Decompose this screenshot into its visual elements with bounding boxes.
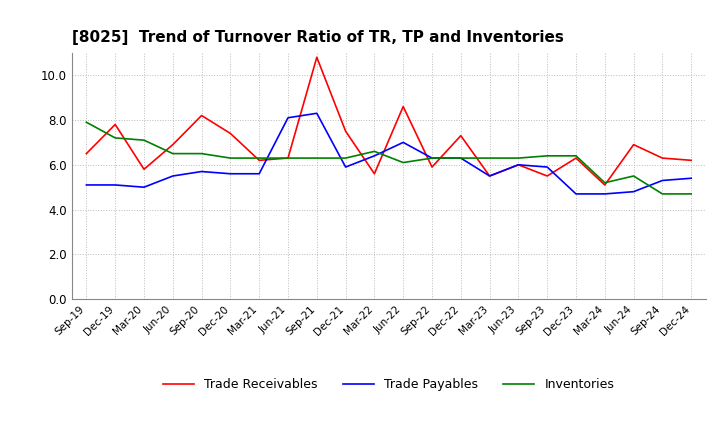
Inventories [543, 153, 552, 158]
Trade Payables [284, 115, 292, 121]
Trade Receivables [572, 155, 580, 161]
Trade Receivables [514, 162, 523, 168]
Trade Payables [629, 189, 638, 194]
Inventories [629, 173, 638, 179]
Inventories [600, 180, 609, 185]
Inventories [428, 155, 436, 161]
Trade Payables [485, 173, 494, 179]
Trade Payables [82, 182, 91, 187]
Trade Receivables [543, 173, 552, 179]
Inventories [168, 151, 177, 156]
Line: Trade Receivables: Trade Receivables [86, 57, 691, 185]
Inventories [456, 155, 465, 161]
Trade Receivables [658, 155, 667, 161]
Inventories [197, 151, 206, 156]
Trade Payables [514, 162, 523, 168]
Inventories [341, 155, 350, 161]
Inventories [140, 138, 148, 143]
Trade Payables [168, 173, 177, 179]
Inventories [312, 155, 321, 161]
Trade Payables [140, 184, 148, 190]
Trade Payables [399, 140, 408, 145]
Trade Payables [255, 171, 264, 176]
Trade Receivables [485, 173, 494, 179]
Trade Receivables [399, 104, 408, 109]
Trade Receivables [629, 142, 638, 147]
Trade Payables [341, 165, 350, 170]
Inventories [514, 155, 523, 161]
Trade Payables [370, 153, 379, 158]
Trade Payables [197, 169, 206, 174]
Trade Receivables [312, 55, 321, 60]
Inventories [255, 155, 264, 161]
Text: [8025]  Trend of Turnover Ratio of TR, TP and Inventories: [8025] Trend of Turnover Ratio of TR, TP… [72, 29, 564, 45]
Inventories [485, 155, 494, 161]
Inventories [82, 120, 91, 125]
Trade Receivables [370, 171, 379, 176]
Trade Receivables [168, 142, 177, 147]
Trade Receivables [428, 165, 436, 170]
Inventories [687, 191, 696, 197]
Trade Receivables [226, 131, 235, 136]
Inventories [226, 155, 235, 161]
Trade Receivables [341, 128, 350, 134]
Trade Receivables [456, 133, 465, 138]
Trade Receivables [111, 122, 120, 127]
Line: Trade Payables: Trade Payables [86, 113, 691, 194]
Line: Inventories: Inventories [86, 122, 691, 194]
Trade Payables [312, 110, 321, 116]
Trade Payables [428, 155, 436, 161]
Trade Payables [456, 155, 465, 161]
Trade Receivables [197, 113, 206, 118]
Trade Payables [543, 165, 552, 170]
Trade Receivables [255, 158, 264, 163]
Inventories [370, 149, 379, 154]
Legend: Trade Receivables, Trade Payables, Inventories: Trade Receivables, Trade Payables, Inven… [158, 374, 619, 396]
Trade Receivables [284, 155, 292, 161]
Trade Receivables [82, 151, 91, 156]
Inventories [284, 155, 292, 161]
Inventories [111, 135, 120, 140]
Trade Payables [226, 171, 235, 176]
Inventories [399, 160, 408, 165]
Trade Payables [111, 182, 120, 187]
Trade Payables [572, 191, 580, 197]
Trade Receivables [687, 158, 696, 163]
Inventories [658, 191, 667, 197]
Trade Receivables [140, 167, 148, 172]
Trade Payables [687, 176, 696, 181]
Trade Payables [600, 191, 609, 197]
Trade Receivables [600, 182, 609, 187]
Trade Payables [658, 178, 667, 183]
Inventories [572, 153, 580, 158]
